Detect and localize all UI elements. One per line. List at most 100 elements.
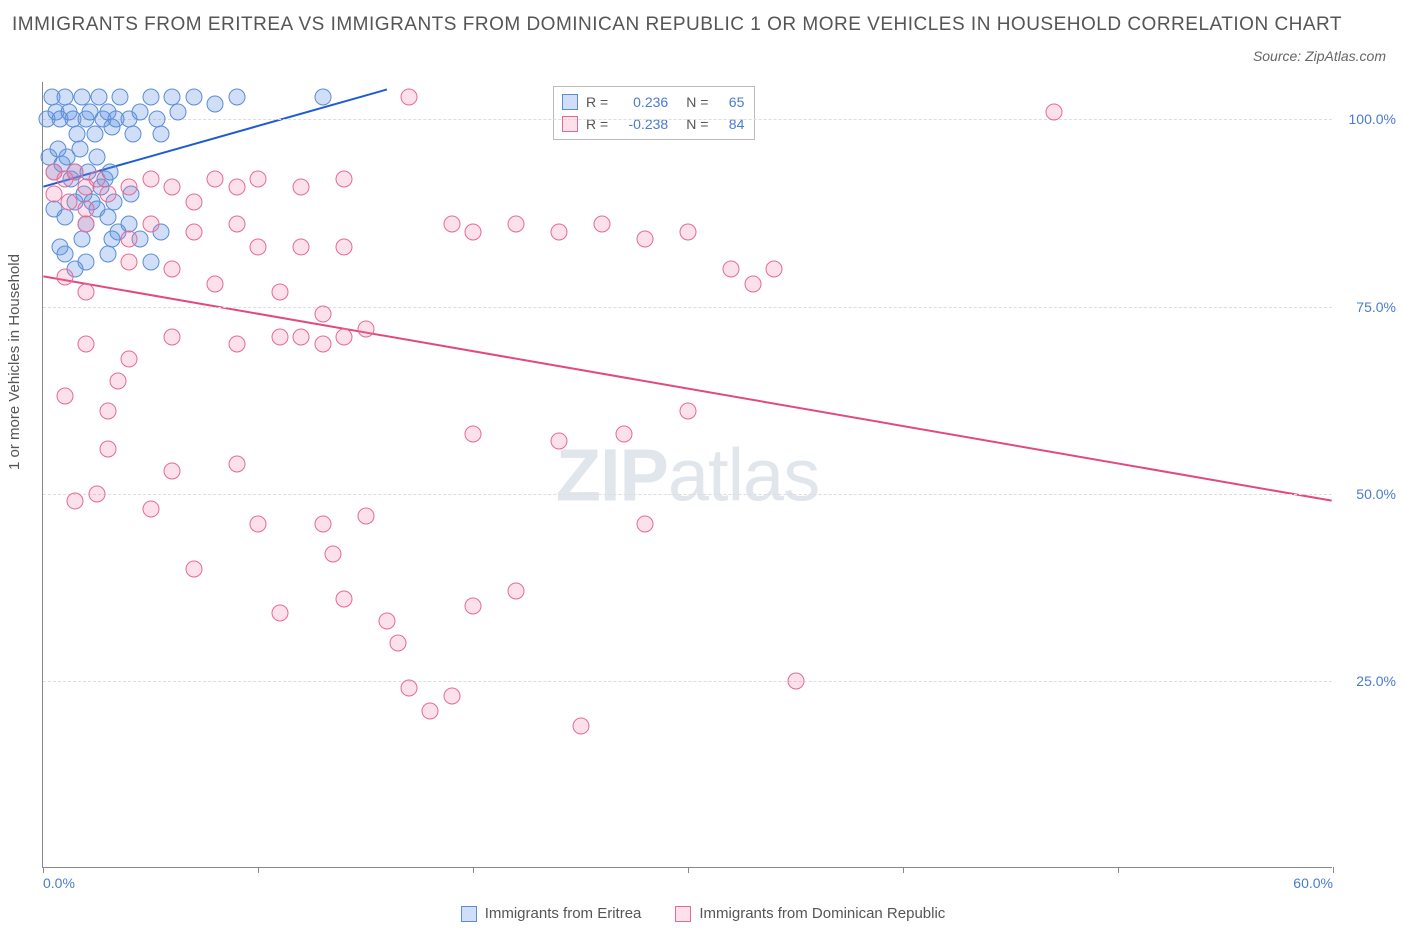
scatter-point [228, 216, 245, 233]
scatter-point [142, 171, 159, 188]
scatter-point [99, 186, 116, 203]
legend-item: Immigrants from Dominican Republic [675, 905, 945, 922]
scatter-point [336, 171, 353, 188]
scatter-point [142, 500, 159, 517]
scatter-point [73, 231, 90, 248]
scatter-point [56, 388, 73, 405]
scatter-point [615, 425, 632, 442]
scatter-point [99, 440, 116, 457]
scatter-point [422, 702, 439, 719]
scatter-point [121, 178, 138, 195]
scatter-point [293, 178, 310, 195]
scatter-point [228, 178, 245, 195]
scatter-point [465, 598, 482, 615]
n-label: N = [686, 94, 708, 110]
scatter-point [250, 171, 267, 188]
scatter-point [293, 328, 310, 345]
x-tick [473, 867, 474, 873]
scatter-point [142, 216, 159, 233]
r-value: -0.238 [616, 116, 668, 132]
scatter-point [164, 463, 181, 480]
scatter-point [293, 238, 310, 255]
scatter-point [389, 635, 406, 652]
scatter-point [207, 96, 224, 113]
chart-title: IMMIGRANTS FROM ERITREA VS IMMIGRANTS FR… [12, 10, 1346, 40]
scatter-point [400, 680, 417, 697]
y-tick-label: 50.0% [1336, 486, 1396, 502]
scatter-point [88, 485, 105, 502]
scatter-point [1045, 103, 1062, 120]
r-label: R = [586, 116, 608, 132]
scatter-point [88, 148, 105, 165]
scatter-point [271, 328, 288, 345]
stats-legend-row: R = 0.236 N = 65 [562, 91, 744, 113]
n-value: 65 [716, 94, 744, 110]
scatter-point [357, 321, 374, 338]
scatter-point [185, 193, 202, 210]
scatter-point [112, 88, 129, 105]
scatter-point [185, 88, 202, 105]
stats-legend: R =0.236N =65R =-0.238N =84 [553, 86, 755, 140]
scatter-point [67, 163, 84, 180]
scatter-point [744, 276, 761, 293]
scatter-point [787, 672, 804, 689]
scatter-point [185, 223, 202, 240]
scatter-point [400, 88, 417, 105]
scatter-point [86, 126, 103, 143]
scatter-point [250, 238, 267, 255]
scatter-point [508, 583, 525, 600]
scatter-point [56, 208, 73, 225]
scatter-point [99, 246, 116, 263]
scatter-point [228, 336, 245, 353]
scatter-point [67, 493, 84, 510]
gridline [43, 307, 1332, 308]
scatter-point [357, 508, 374, 525]
scatter-point [551, 223, 568, 240]
scatter-point [71, 141, 88, 158]
scatter-point [164, 178, 181, 195]
scatter-point [78, 336, 95, 353]
scatter-point [637, 515, 654, 532]
r-label: R = [586, 94, 608, 110]
scatter-point [336, 328, 353, 345]
scatter-point [336, 590, 353, 607]
scatter-point [465, 425, 482, 442]
scatter-point [121, 253, 138, 270]
scatter-point [680, 403, 697, 420]
scatter-point [594, 216, 611, 233]
source-attribution: Source: ZipAtlas.com [1253, 48, 1386, 64]
scatter-point [637, 231, 654, 248]
scatter-point [78, 216, 95, 233]
scatter-point [680, 223, 697, 240]
y-axis-label: 1 or more Vehicles in Household [6, 254, 23, 470]
scatter-point [60, 193, 77, 210]
legend-label: Immigrants from Eritrea [485, 905, 642, 922]
scatter-point [336, 238, 353, 255]
scatter-point [271, 283, 288, 300]
scatter-point [121, 231, 138, 248]
watermark: ZIPatlas [556, 432, 819, 517]
scatter-point [164, 328, 181, 345]
x-tick-label: 60.0% [1293, 875, 1333, 891]
scatter-point [56, 246, 73, 263]
n-label: N = [686, 116, 708, 132]
scatter-point [314, 88, 331, 105]
scatter-point [170, 103, 187, 120]
scatter-point [78, 283, 95, 300]
scatter-point [314, 515, 331, 532]
gridline [43, 681, 1332, 682]
x-tick [1118, 867, 1119, 873]
scatter-point [88, 171, 105, 188]
r-value: 0.236 [616, 94, 668, 110]
scatter-point [153, 126, 170, 143]
scatter-point [207, 171, 224, 188]
gridline [43, 119, 1332, 120]
scatter-point [56, 268, 73, 285]
legend-swatch [562, 94, 578, 110]
scatter-point [164, 261, 181, 278]
series-legend: Immigrants from Eritrea Immigrants from D… [0, 905, 1406, 922]
scatter-point [465, 223, 482, 240]
gridline [43, 494, 1332, 495]
scatter-point [185, 560, 202, 577]
scatter-point [443, 687, 460, 704]
